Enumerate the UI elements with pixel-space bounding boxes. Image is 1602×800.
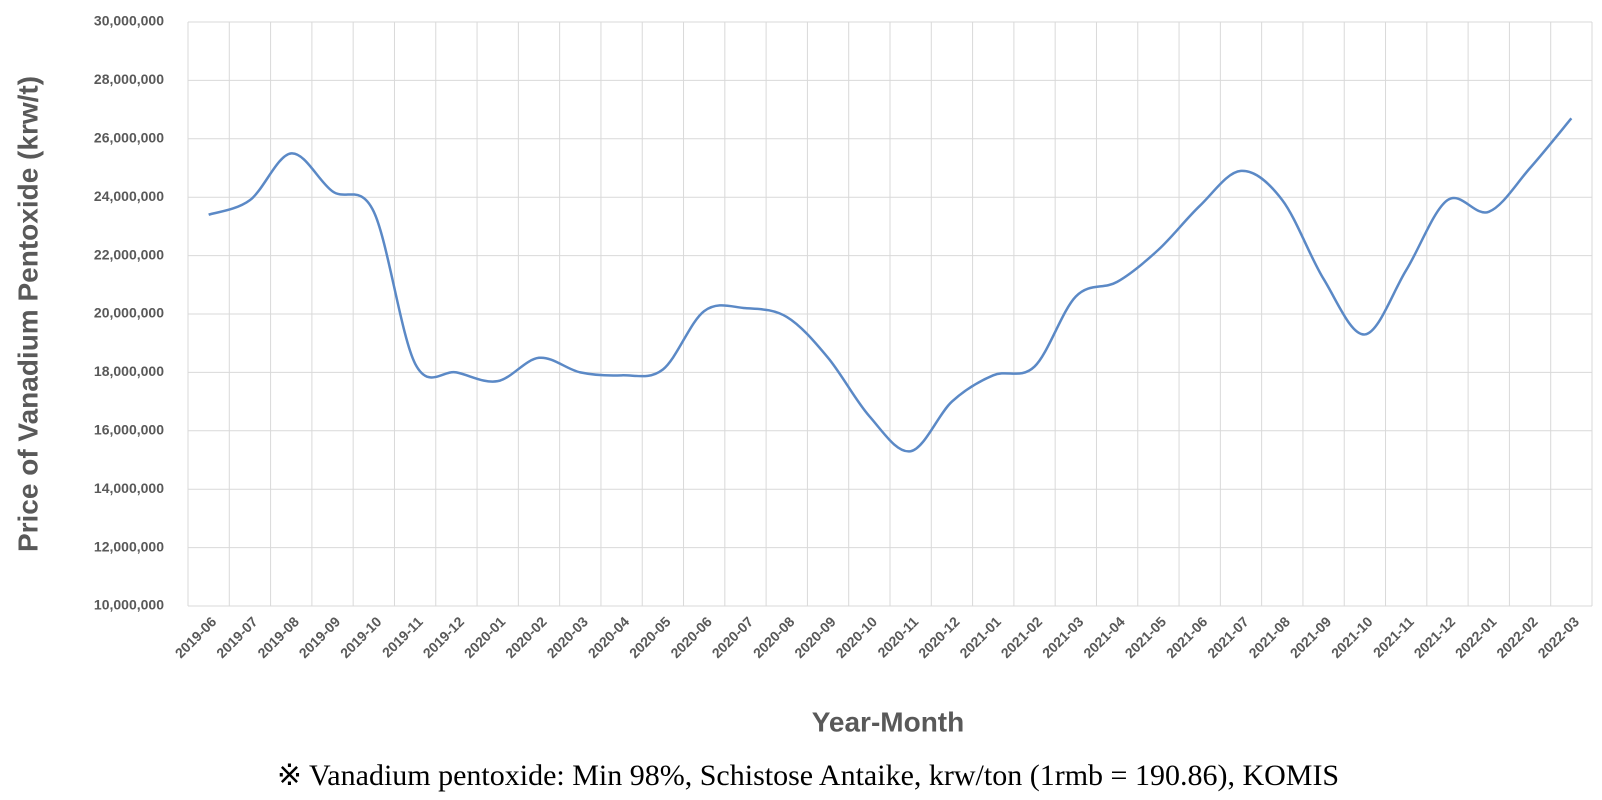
x-tick-label: 2021-10 [1328,613,1376,661]
x-tick-label: 2019-10 [337,613,385,661]
x-tick-label: 2021-11 [1370,613,1417,660]
y-tick-label: 14,000,000 [94,480,164,496]
x-tick-label: 2019-08 [254,613,302,661]
y-tick-label: 22,000,000 [94,246,164,262]
x-axis-title: Year-Month [812,706,964,737]
y-tick-label: 10,000,000 [94,597,164,613]
x-tick-label: 2020-02 [502,613,550,661]
x-tick-label: 2020-09 [791,613,839,661]
y-tick-label: 16,000,000 [94,422,164,438]
y-tick-label: 30,000,000 [94,13,164,29]
x-tick-label: 2020-11 [874,613,921,660]
x-tick-label: 2019-09 [296,613,344,661]
y-tick-label: 24,000,000 [94,188,164,204]
x-tick-label: 2020-04 [585,613,633,661]
line [208,117,1573,453]
y-tick-label: 28,000,000 [94,71,164,87]
x-tick-label: 2019-11 [379,613,426,660]
x-tick-label: 2021-03 [1039,613,1087,661]
x-tick-label: 2022-02 [1493,613,1541,661]
y-tick-label: 18,000,000 [94,363,164,379]
x-tick-label: 2021-08 [1245,613,1293,661]
x-tick-label: 2021-07 [1204,613,1252,661]
x-tick-label: 2020-06 [667,613,715,661]
x-tick-label: 2021-09 [1287,613,1335,661]
x-tick-label: 2021-02 [998,613,1046,661]
x-tick-label: 2021-12 [1411,613,1459,661]
x-tick-label: 2021-06 [1163,613,1211,661]
y-tick-label: 26,000,000 [94,130,164,146]
y-tick-label: 20,000,000 [94,305,164,321]
x-tick-label: 2021-05 [1121,613,1169,661]
x-tick-label: 2019-12 [419,613,467,661]
x-tick-label: 2021-01 [956,613,1004,661]
x-tick-label: 2020-01 [461,613,509,661]
x-tick-label: 2020-08 [750,613,798,661]
x-tick-label: 2019-06 [172,613,220,661]
x-tick-label: 2020-12 [915,613,963,661]
x-tick-label: 2020-05 [626,613,674,661]
x-tick-label: 2019-07 [213,613,261,661]
y-axis-title: Price of Vanadium Pentoxide (krw/t) [12,76,43,552]
y-tick-label: 12,000,000 [94,538,164,554]
x-tick-label: 2022-01 [1452,613,1500,661]
x-tick-label: 2020-10 [832,613,880,661]
x-tick-label: 2020-03 [543,613,591,661]
footnote: ※ Vanadium pentoxide: Min 98%, Schistose… [277,759,1339,792]
x-tick-label: 2022-03 [1534,613,1582,661]
x-tick-label: 2021-04 [1080,613,1128,661]
x-tick-label: 2020-07 [709,613,757,661]
